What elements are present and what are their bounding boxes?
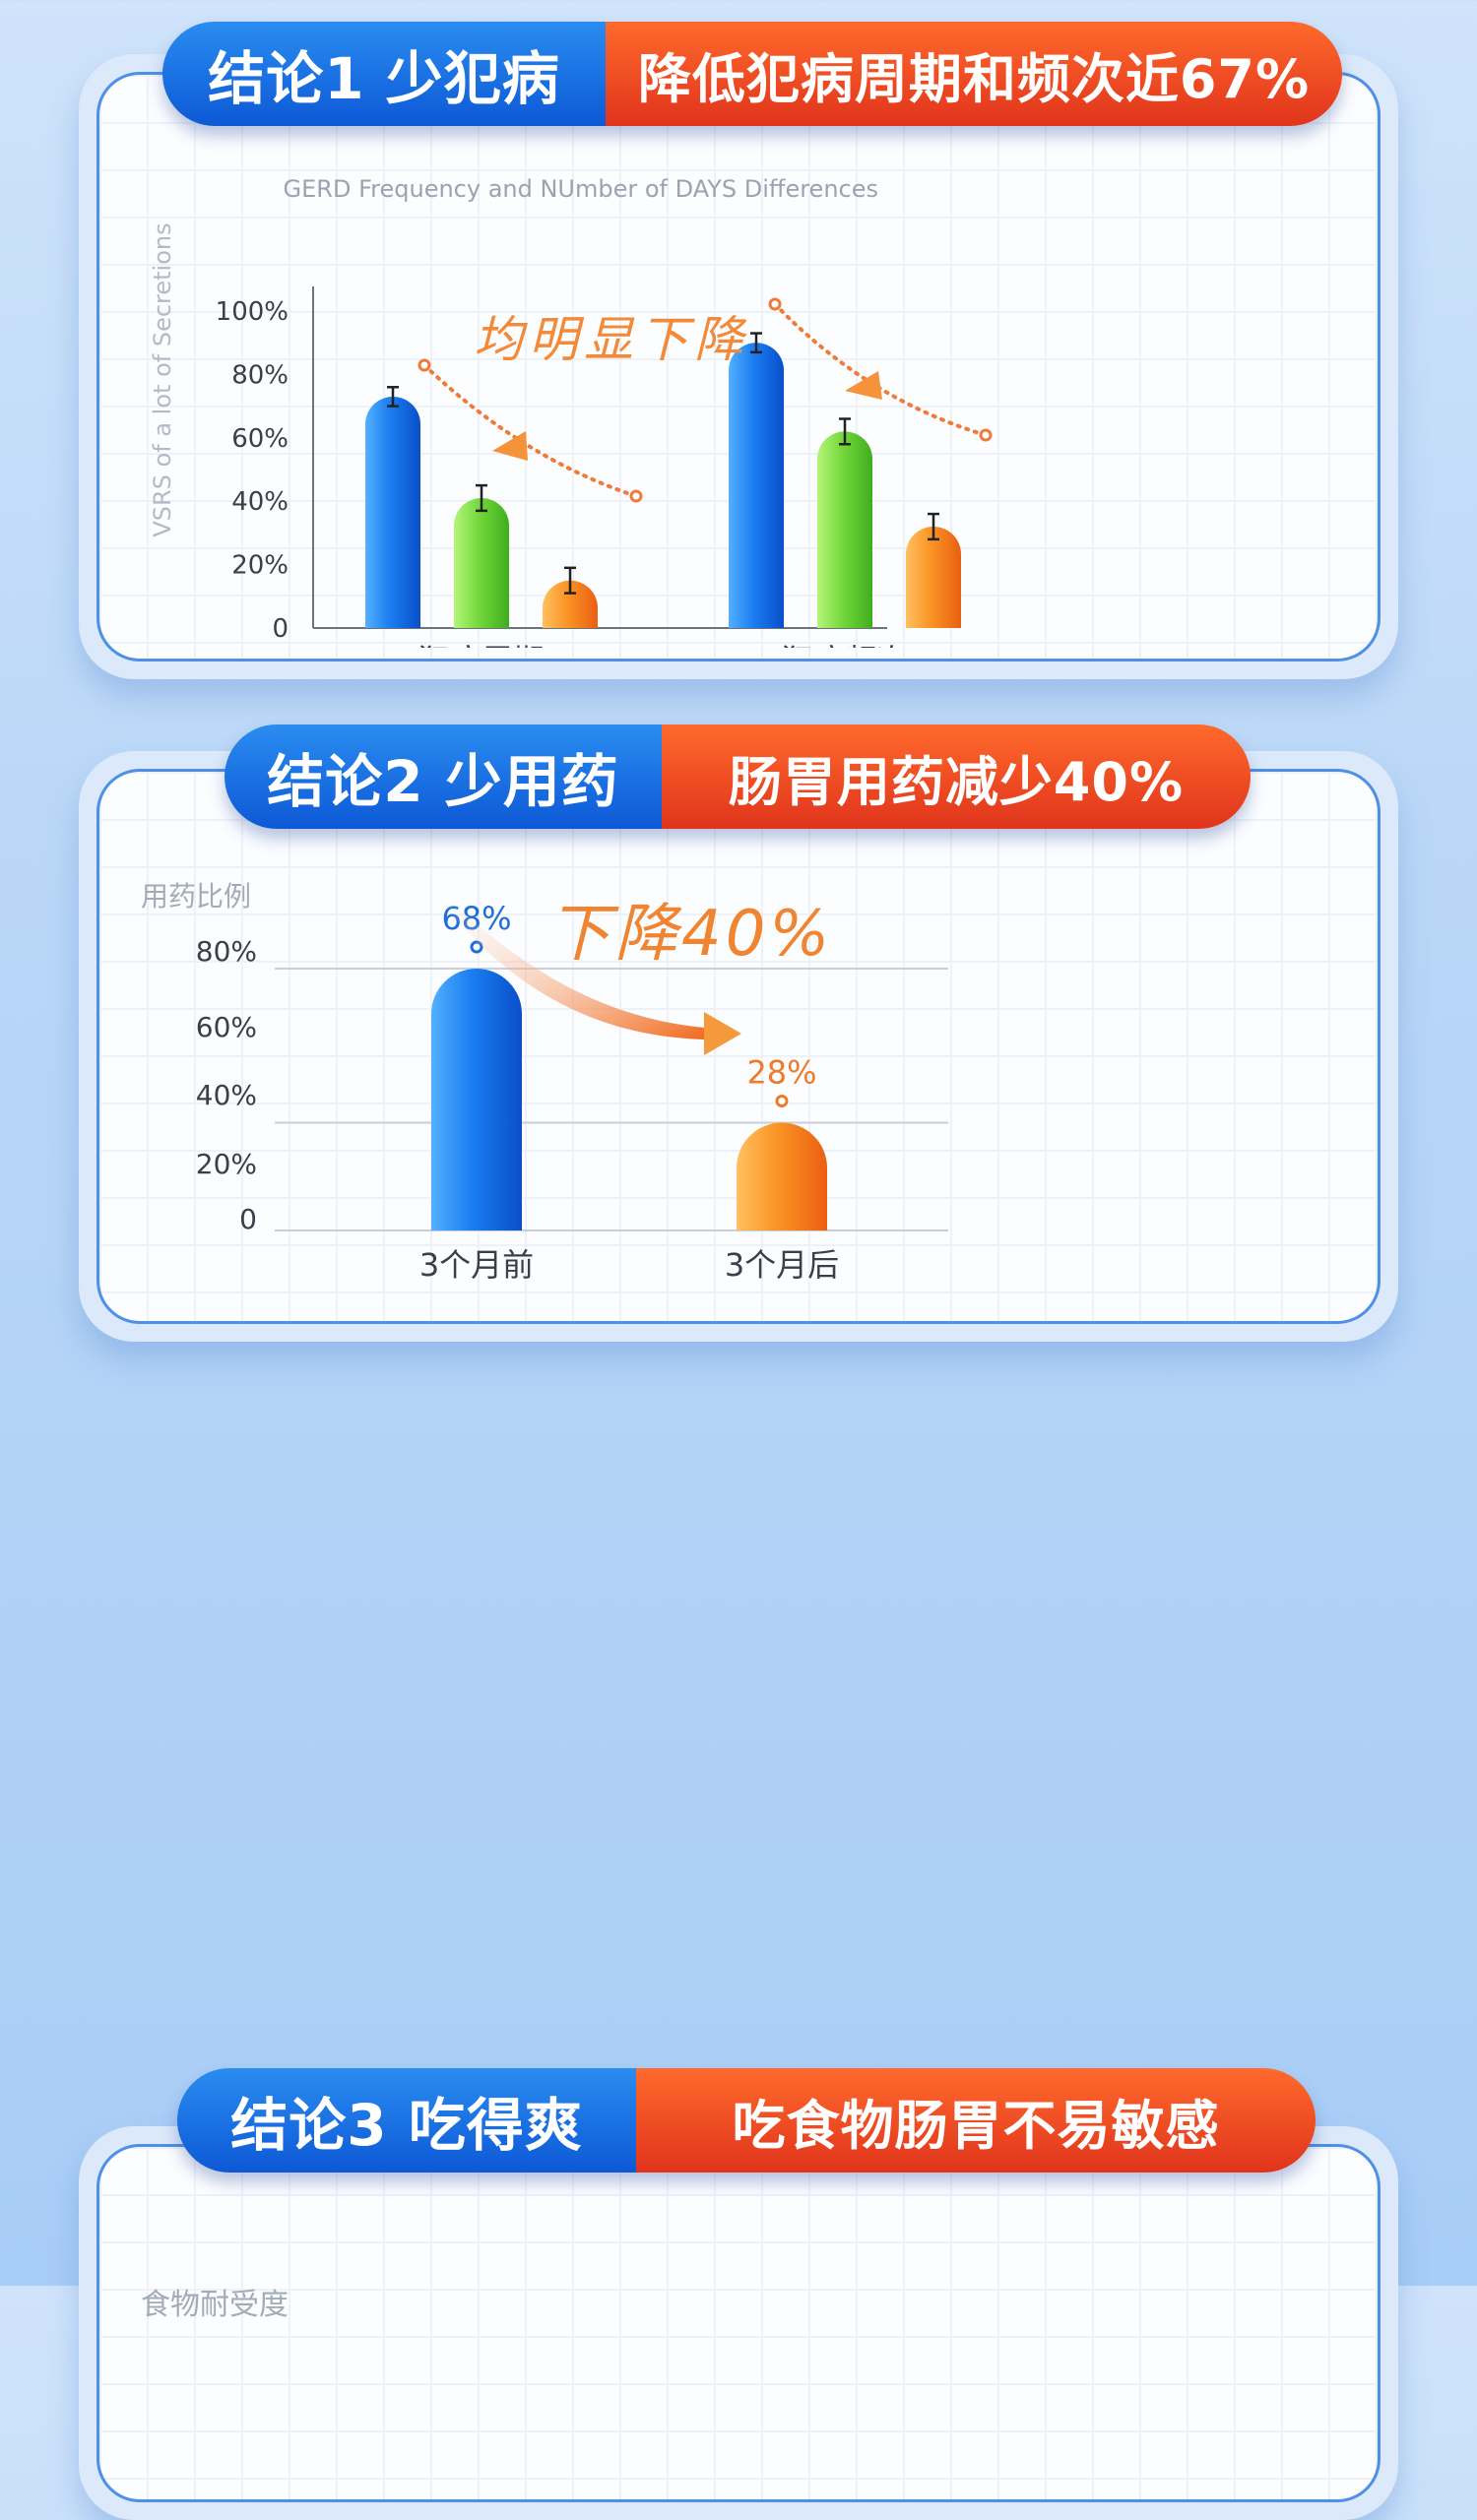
section2-panel: 用药比例 0 20% 40% 60% 80% 68% 28% 3个月前 3个月后 下降40% — [96, 769, 1381, 1324]
section2-card: 用药比例 0 20% 40% 60% 80% 68% 28% 3个月前 3个月后 下降40% — [79, 751, 1398, 1342]
section1-card: GERD Frequency and NUmber of DAYS Differ… — [79, 54, 1398, 679]
chart1-bar — [817, 431, 872, 628]
chart1-title: GERD Frequency and NUmber of DAYS Differ… — [284, 175, 878, 203]
chart2-y-tick-label: 40% — [196, 1079, 257, 1111]
chart2-y-tick-label: 20% — [196, 1148, 257, 1180]
chart1-error-bar — [387, 386, 399, 408]
chart1-y-tick-label: 20% — [231, 551, 289, 581]
section1-banner-left: 结论1 少犯病 — [162, 22, 606, 126]
chart1-y-tick-label: 100% — [216, 297, 289, 327]
trend-dot — [629, 489, 643, 503]
section2-banner: 结论2 少用药 肠胃用药减少40% — [225, 724, 1251, 829]
chart2-y-tick-label: 0 — [239, 1203, 257, 1235]
chart2-category-label: 3个月后 — [725, 1246, 839, 1284]
chart1-bar — [729, 343, 784, 628]
chart1-bar — [543, 580, 598, 628]
trend-dot — [417, 358, 431, 372]
chart1-y-tick-label: 0 — [272, 614, 289, 644]
chart1-bar — [365, 396, 420, 628]
trend-dot — [768, 297, 782, 311]
section3-card: 食物耐受度 — [79, 2126, 1398, 2520]
chart2-category-label: 3个月前 — [419, 1246, 534, 1284]
chart2-bar — [431, 969, 522, 1230]
chart1-error-bar — [928, 512, 939, 541]
chart2-data-label: 28% — [746, 1053, 816, 1091]
chart2-y-tick-label: 60% — [196, 1011, 257, 1043]
chart2-annotation: 下降40% — [547, 898, 833, 971]
triangle-arrow-icon — [845, 371, 882, 400]
chart1-category-label: 犯病频次 — [782, 642, 908, 648]
chart1-error-bar — [750, 332, 762, 354]
chart2: 用药比例 020%40%60%80% 68%28% 3个月前 3个月后 下降40% — [141, 880, 948, 1284]
trend-dot — [979, 428, 993, 442]
chart1-bar — [906, 526, 961, 628]
section3-ylabel: 食物耐受度 — [141, 2288, 289, 2322]
section3-banner-left: 结论3 吃得爽 — [177, 2068, 636, 2173]
chart1-bar — [454, 497, 509, 628]
triangle-arrow-icon — [492, 431, 528, 461]
chart1-error-bar — [839, 417, 851, 446]
chart1-y-tick-label: 80% — [231, 360, 289, 390]
section3-panel: 食物耐受度 — [96, 2144, 1381, 2502]
section1-panel: GERD Frequency and NUmber of DAYS Differ… — [96, 72, 1381, 662]
chart1-annotation: 均明显下降 — [474, 311, 749, 368]
section1-banner-right: 降低犯病周期和频次近67% — [606, 22, 1342, 126]
chart1-y-tick-label: 60% — [231, 424, 289, 454]
section2-banner-left: 结论2 少用药 — [225, 724, 662, 829]
triangle-arrow-icon — [704, 1012, 741, 1055]
trend-arrow-1 — [422, 363, 638, 498]
trend-arrow-2 — [773, 302, 988, 437]
chart2-y-tick-label: 80% — [196, 935, 257, 968]
chart1: GERD Frequency and NUmber of DAYS Differ… — [149, 175, 993, 648]
chart1-error-bar — [564, 566, 576, 595]
section1-banner: 结论1 少犯病 降低犯病周期和频次近67% — [162, 22, 1342, 126]
chart2-bar — [737, 1122, 827, 1230]
chart2-value-dot — [775, 1094, 789, 1107]
chart2-value-dot — [470, 940, 483, 954]
swoosh-arrow — [442, 897, 704, 1040]
chart1-category-label: 犯病周期 — [418, 642, 545, 648]
chart2-ylabel: 用药比例 — [141, 880, 251, 913]
chart1-error-bar — [476, 483, 487, 513]
section3-banner-right: 吃食物肠胃不易敏感 — [636, 2068, 1316, 2173]
section3-banner: 结论3 吃得爽 吃食物肠胃不易敏感 — [177, 2068, 1316, 2173]
section2-banner-right: 肠胃用药减少40% — [662, 724, 1251, 829]
chart1-ylabel: VSRS of a lot of Secretions — [149, 222, 176, 536]
chart1-y-tick-label: 40% — [231, 487, 289, 517]
